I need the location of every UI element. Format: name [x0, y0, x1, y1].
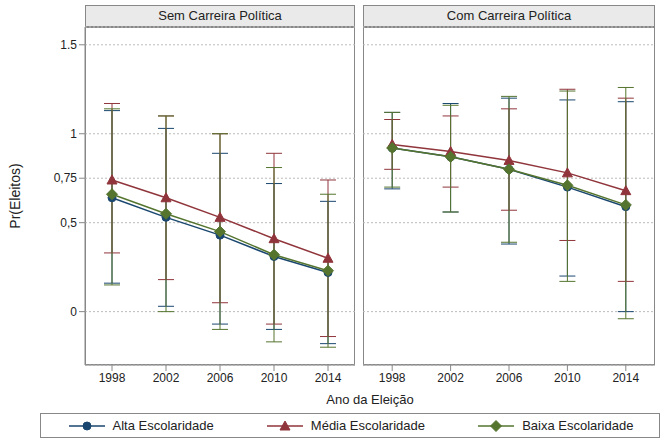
- svg-text:0,75: 0,75: [54, 171, 78, 185]
- html-text:Ano da Eleição: Ano da Eleição: [326, 392, 414, 407]
- svg-text:2006: 2006: [207, 371, 234, 385]
- svg-text:2014: 2014: [612, 371, 639, 385]
- svg-text:2010: 2010: [554, 371, 581, 385]
- svg-text:2002: 2002: [153, 371, 180, 385]
- html-text:Média Escolaridade: Média Escolaridade: [310, 418, 425, 433]
- svg-text:1998: 1998: [379, 371, 406, 385]
- html-text:Sem Carreira Política: Sem Carreira Política: [158, 8, 282, 23]
- svg-text:2014: 2014: [315, 371, 342, 385]
- svg-text:2002: 2002: [437, 371, 464, 385]
- svg-text:1.5: 1.5: [60, 38, 77, 52]
- html-text:Alta Escolaridade: Alta Escolaridade: [112, 418, 214, 433]
- html-text:Com Carreira Política: Com Carreira Política: [446, 8, 572, 23]
- svg-text:Pr(Eleitos): Pr(Eleitos): [8, 163, 23, 228]
- svg-text:2010: 2010: [261, 371, 288, 385]
- svg-text:2006: 2006: [496, 371, 523, 385]
- svg-text:1: 1: [70, 127, 77, 141]
- svg-text:1998: 1998: [99, 371, 126, 385]
- svg-text:0,5: 0,5: [60, 216, 77, 230]
- html-text:Baixa Escolaridade: Baixa Escolaridade: [522, 418, 634, 433]
- svg-text:0: 0: [70, 305, 77, 319]
